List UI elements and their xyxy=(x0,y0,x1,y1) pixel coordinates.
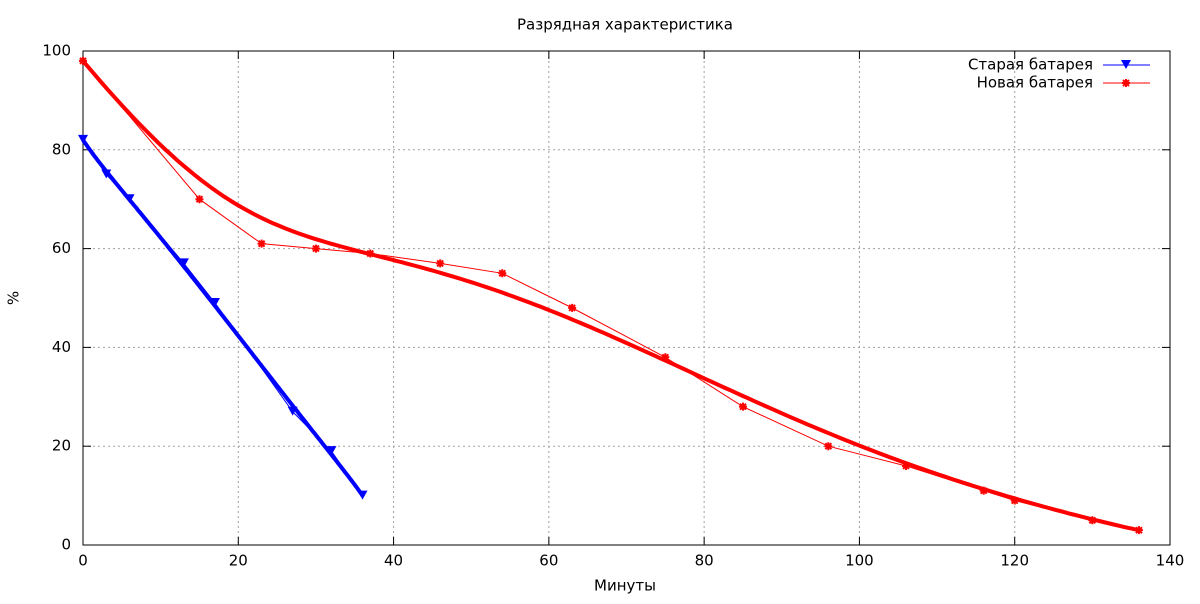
point xyxy=(979,486,988,495)
line xyxy=(82,139,363,496)
chart-title: Разрядная характеристика xyxy=(517,16,733,34)
y-tick-label: 20 xyxy=(52,437,71,455)
point xyxy=(1088,516,1097,525)
x-tick-label: 80 xyxy=(695,552,714,570)
legend-label: Старая батарея xyxy=(968,56,1093,74)
x-tick-label: 100 xyxy=(845,552,874,570)
line xyxy=(82,60,1140,531)
point xyxy=(661,353,670,362)
point xyxy=(1134,526,1143,535)
y-tick-label: 80 xyxy=(52,140,71,158)
smooth-curve xyxy=(81,138,365,497)
point xyxy=(79,56,87,65)
smooth-curve xyxy=(81,59,1140,533)
y-tick-label: 40 xyxy=(52,338,71,356)
x-tick-label: 120 xyxy=(1000,552,1029,570)
x-axis-label: Минуты xyxy=(594,577,656,595)
point xyxy=(101,169,112,179)
x-tick-label: 40 xyxy=(384,552,403,570)
y-tick-label: 100 xyxy=(42,42,71,60)
point xyxy=(257,239,266,248)
point xyxy=(178,258,189,268)
x-tick-label: 60 xyxy=(539,552,558,570)
point xyxy=(311,244,320,253)
point xyxy=(366,249,375,258)
legend-label: Новая батарея xyxy=(977,74,1093,92)
point xyxy=(326,446,337,456)
x-tick-label: 0 xyxy=(78,552,88,570)
point xyxy=(824,442,833,451)
x-tick-label: 140 xyxy=(1156,552,1185,570)
legend-marker xyxy=(1121,60,1131,69)
legend-marker xyxy=(1122,79,1130,87)
y-tick-label: 0 xyxy=(61,536,71,554)
point xyxy=(195,195,204,204)
point xyxy=(902,461,911,470)
point xyxy=(209,297,220,307)
point xyxy=(436,259,445,268)
point xyxy=(1010,496,1019,505)
plot-border xyxy=(82,50,1171,546)
y-axis-label: % xyxy=(5,291,23,305)
point xyxy=(287,406,298,416)
point xyxy=(738,402,747,411)
point xyxy=(124,194,135,204)
point xyxy=(78,134,88,144)
x-tick-label: 20 xyxy=(229,552,248,570)
y-tick-label: 60 xyxy=(52,239,71,257)
point xyxy=(498,269,507,278)
point xyxy=(568,303,577,312)
point xyxy=(357,490,368,500)
